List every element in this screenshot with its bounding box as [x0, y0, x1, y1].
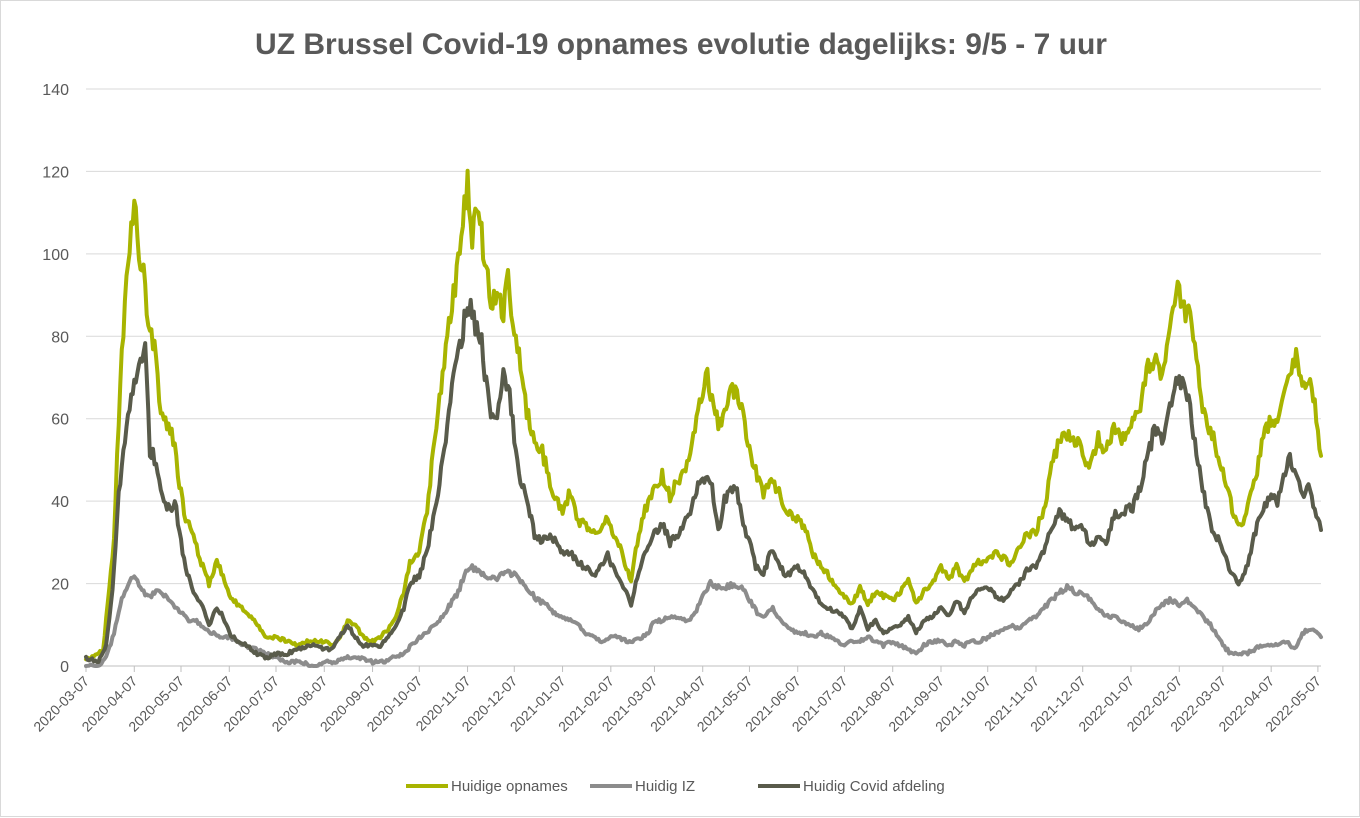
y-tick-label: 40 — [51, 494, 69, 511]
grid-lines — [86, 88, 1321, 667]
legend-label: Huidig IZ — [635, 778, 695, 795]
chart-title: UZ Brussel Covid-19 opnames evolutie dag… — [255, 28, 1107, 61]
x-axis-ticks: 2020-03-072020-04-072020-05-072020-06-07… — [30, 666, 1324, 735]
series-lines — [84, 168, 1323, 668]
legend-label: Huidig Covid afdeling — [803, 778, 945, 795]
y-tick-label: 60 — [51, 412, 69, 429]
y-tick-label: 100 — [42, 247, 69, 264]
legend-label: Huidige opnames — [451, 778, 568, 795]
legend-item-1: Huidig IZ — [590, 778, 695, 795]
y-tick-label: 80 — [51, 329, 69, 346]
y-tick-label: 0 — [60, 659, 69, 676]
series-line-0 — [84, 168, 1323, 662]
y-tick-label: 140 — [42, 82, 69, 99]
y-tick-label: 20 — [51, 577, 69, 594]
legend-item-0: Huidige opnames — [406, 778, 568, 795]
legend: Huidige opnames Huidig IZ Huidig Covid afd… — [406, 778, 945, 795]
y-axis-ticks: 0 20 40 60 80 100 120 140 — [42, 82, 69, 676]
legend-item-2: Huidig Covid afdeling — [758, 778, 945, 795]
series-line-1 — [84, 563, 1323, 668]
y-tick-label: 120 — [42, 164, 69, 181]
series-line-2 — [84, 297, 1323, 664]
